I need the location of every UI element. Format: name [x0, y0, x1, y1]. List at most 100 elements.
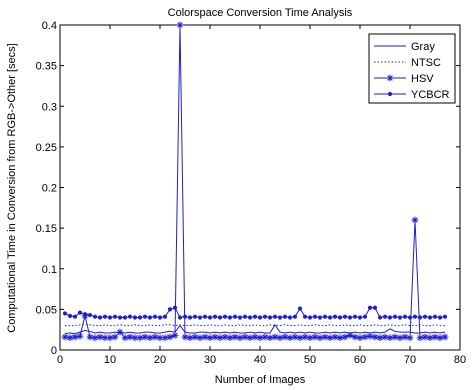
data-point-ycbcr [212, 314, 218, 319]
data-point-hsv [406, 334, 414, 342]
data-point-ycbcr [147, 315, 153, 320]
data-point-hsv [411, 216, 419, 224]
x-tick-label: 30 [204, 354, 216, 366]
x-tick-label: 0 [57, 354, 63, 366]
data-point-hsv [141, 333, 149, 341]
legend-item-gray: Gray [374, 41, 435, 53]
data-point-ycbcr [137, 315, 143, 320]
data-point-ycbcr [67, 313, 73, 318]
data-point-ycbcr [367, 305, 373, 310]
data-point-hsv [386, 334, 394, 342]
data-point-ycbcr [247, 315, 253, 320]
data-point-ycbcr [187, 315, 193, 320]
data-point-ycbcr [352, 314, 358, 319]
data-point-ycbcr [437, 315, 443, 320]
data-point-hsv [66, 334, 74, 342]
data-point-hsv [131, 334, 139, 342]
data-point-ycbcr [392, 314, 398, 319]
y-tick-label: 0.05 [36, 304, 57, 316]
series-ycbcr [62, 305, 448, 320]
data-point-hsv [176, 21, 184, 29]
data-point-ycbcr [117, 315, 123, 320]
data-point-ycbcr [347, 315, 353, 320]
data-point-ycbcr [307, 315, 313, 320]
series-line-ntsc [65, 323, 445, 327]
y-tick-label: 0.2 [42, 183, 57, 195]
x-tick-label: 80 [454, 354, 466, 366]
data-point-hsv [401, 333, 409, 341]
data-point-hsv [211, 333, 219, 341]
data-point-ycbcr [277, 315, 283, 320]
data-point-hsv [351, 333, 359, 341]
data-point-hsv [431, 333, 439, 341]
data-point-hsv [336, 334, 344, 342]
data-point-hsv [111, 333, 119, 341]
data-point-hsv [296, 334, 304, 342]
data-point-hsv [301, 333, 309, 341]
data-point-hsv [191, 333, 199, 341]
series-hsv [61, 21, 449, 342]
data-point-hsv [171, 331, 179, 339]
data-point-ycbcr [372, 305, 378, 310]
data-point-hsv [126, 333, 134, 341]
data-point-hsv [281, 333, 289, 341]
data-point-hsv [236, 334, 244, 342]
data-point-hsv [391, 333, 399, 341]
data-point-ycbcr [92, 314, 98, 319]
data-point-ycbcr [77, 310, 83, 315]
data-point-ycbcr [177, 315, 183, 320]
axis-ticks: 0 10 20 30 40 50 60 70 80 0 0.05 0.1 0.15 0.2 0.25 0.3 0… [36, 20, 467, 366]
data-point-ycbcr [407, 315, 413, 320]
data-point-ycbcr [272, 314, 278, 319]
data-point-ycbcr [62, 311, 68, 316]
data-point-ycbcr [292, 314, 298, 319]
data-point-hsv [291, 333, 299, 341]
data-point-hsv [61, 333, 69, 341]
data-point-ycbcr [217, 315, 223, 320]
data-point-ycbcr [232, 314, 238, 319]
y-tick-label: 0 [51, 345, 57, 357]
data-point-ycbcr [122, 315, 128, 320]
legend-marker-hsv [386, 74, 394, 82]
legend-label-ntsc: NTSC [411, 57, 441, 69]
data-point-ycbcr [152, 314, 158, 319]
data-point-ycbcr [192, 314, 198, 319]
data-point-ycbcr [327, 315, 333, 320]
data-point-ycbcr [242, 314, 248, 319]
series-gray [64, 323, 446, 335]
data-point-ycbcr [342, 314, 348, 319]
legend: Gray NTSC HSV YCBCR [368, 33, 456, 104]
x-tick-label: 20 [154, 354, 166, 366]
data-point-hsv [441, 333, 449, 341]
data-point-ycbcr [402, 314, 408, 319]
data-point-ycbcr [112, 314, 118, 319]
legend-label-hsv: HSV [411, 73, 434, 85]
data-point-hsv [271, 333, 279, 341]
data-point-ycbcr [442, 314, 448, 319]
data-point-ycbcr [127, 314, 133, 319]
data-point-ycbcr [422, 314, 428, 319]
data-point-hsv [321, 333, 329, 341]
data-point-hsv [331, 333, 339, 341]
x-tick-label: 50 [304, 354, 316, 366]
data-point-hsv [151, 333, 159, 341]
data-point-hsv [241, 333, 249, 341]
data-point-ycbcr [387, 315, 393, 320]
legend-item-ycbcr: YCBCR [374, 89, 450, 101]
y-axis-label: Computational Time in Conversion from RG… [6, 43, 18, 332]
data-point-hsv [181, 333, 189, 341]
data-point-ycbcr [157, 315, 163, 320]
data-point-hsv [341, 333, 349, 341]
series-ntsc [65, 323, 445, 327]
data-point-ycbcr [417, 315, 423, 320]
data-point-hsv [256, 334, 264, 342]
y-tick-label: 0.4 [42, 20, 57, 32]
data-point-ycbcr [427, 315, 433, 320]
data-point-hsv [96, 333, 104, 341]
data-point-ycbcr [302, 314, 308, 319]
x-tick-label: 10 [104, 354, 116, 366]
data-point-hsv [376, 334, 384, 342]
data-point-hsv [221, 333, 229, 341]
data-point-ycbcr [312, 314, 318, 319]
data-point-ycbcr [97, 315, 103, 320]
